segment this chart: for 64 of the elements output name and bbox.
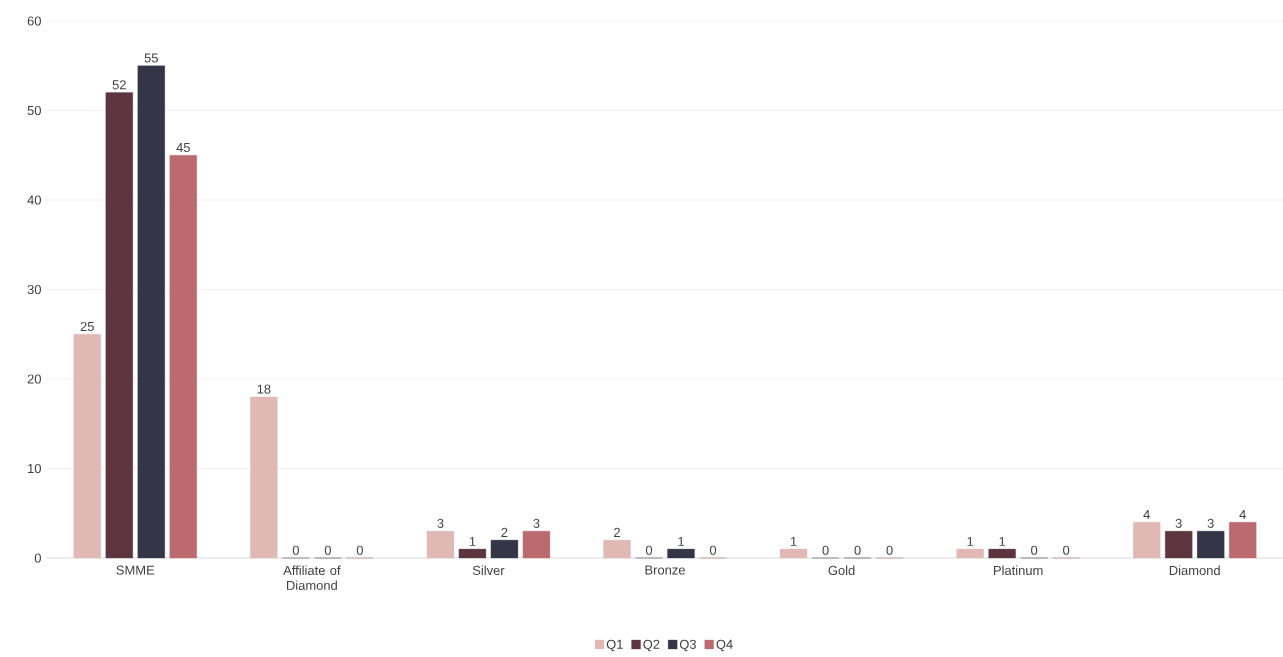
data-label: 2 (614, 527, 620, 537)
bar (779, 548, 808, 559)
bar (603, 539, 631, 559)
bar (1197, 531, 1225, 559)
data-label: 0 (645, 545, 653, 555)
data-label: 0 (1031, 545, 1038, 555)
data-label: 0 (1063, 545, 1070, 555)
bar (250, 396, 278, 559)
y-tick-label: 10 (28, 463, 41, 474)
bar (105, 92, 133, 559)
y-tick-label: 50 (27, 105, 41, 116)
data-label: 0 (886, 545, 893, 555)
x-tick-label: Affiliate of Diamond (283, 565, 341, 590)
data-label: 0 (822, 545, 829, 555)
y-tick-label: 60 (27, 16, 41, 26)
bar (667, 548, 695, 559)
legend-label: Q3 (679, 639, 697, 652)
data-label: 55 (144, 53, 158, 63)
y-tick-label: 0 (34, 553, 41, 563)
bar (1229, 522, 1257, 559)
data-label: 3 (1207, 518, 1214, 528)
data-label: 0 (709, 545, 717, 555)
data-label: 45 (176, 143, 190, 153)
x-tick-label: Silver (472, 565, 505, 576)
bar (426, 531, 455, 559)
data-label: 0 (324, 545, 331, 555)
bar (522, 531, 551, 559)
y-tick-label: 40 (27, 195, 41, 205)
data-label: 0 (356, 545, 363, 555)
x-tick-label: SMME (116, 565, 155, 575)
data-label: 1 (469, 536, 476, 546)
bar (73, 334, 101, 559)
data-label: 52 (112, 80, 126, 90)
bar (1165, 531, 1193, 559)
legend-label: Q2 (643, 639, 660, 652)
data-label: 1 (967, 536, 974, 546)
data-label: 18 (257, 384, 271, 394)
bar (988, 548, 1016, 559)
data-label: 1 (790, 536, 797, 546)
data-label: 0 (854, 545, 861, 555)
data-label: 1 (678, 536, 684, 546)
data-label: 2 (501, 527, 508, 537)
data-label: 3 (533, 518, 540, 528)
legend-label: Q4 (716, 639, 733, 652)
data-label: 1 (999, 536, 1006, 546)
data-label: 0 (292, 545, 299, 555)
bar (490, 539, 519, 559)
bar (956, 548, 984, 559)
x-tick-label: Gold (828, 565, 855, 576)
data-label: 4 (1143, 510, 1150, 519)
x-tick-label: Platinum (994, 565, 1043, 576)
x-tick-label: Diamond (1169, 565, 1220, 576)
legend-label: Q1 (606, 639, 623, 652)
bar (1133, 522, 1161, 559)
y-tick-label: 30 (27, 284, 41, 295)
data-label: 25 (80, 321, 94, 332)
data-label: 3 (1175, 518, 1182, 528)
bar (169, 155, 197, 559)
x-tick-label: Bronze (645, 565, 685, 575)
y-tick-label: 20 (27, 374, 41, 384)
bar (137, 65, 165, 559)
data-label: 4 (1239, 510, 1246, 519)
data-label: 3 (437, 518, 444, 528)
bar (458, 548, 487, 559)
